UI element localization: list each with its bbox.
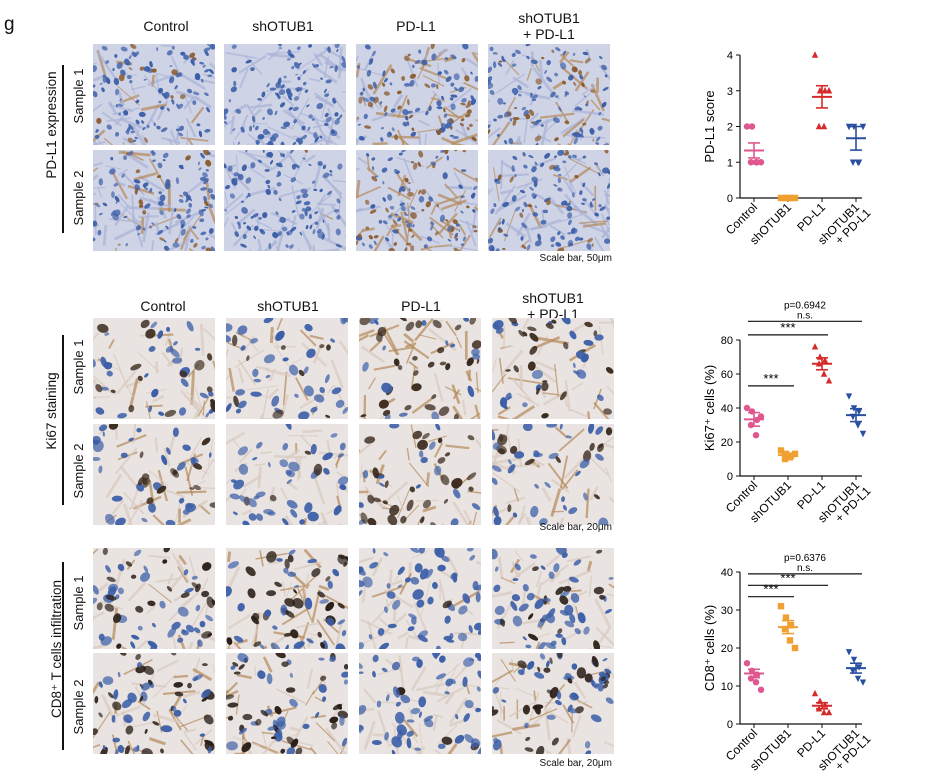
data-point — [820, 122, 828, 130]
data-point — [748, 123, 756, 130]
column-label-combo: shOTUB1 + PD-L1 — [518, 10, 580, 42]
micrograph — [359, 653, 481, 754]
data-point — [815, 122, 823, 130]
data-point — [752, 159, 760, 166]
data-point — [849, 159, 857, 166]
data-point — [821, 87, 829, 94]
micrograph — [93, 653, 215, 754]
micrograph — [356, 150, 478, 251]
micrograph — [93, 318, 215, 419]
column-label-shotub1: shOTUB1 — [252, 18, 314, 34]
column-label-control: Control — [143, 18, 189, 34]
micrograph — [226, 318, 348, 419]
micrograph — [226, 653, 348, 754]
micrograph — [492, 424, 614, 525]
column-label-pdl1: PD-L1 — [401, 298, 441, 314]
y-tick-label: 3 — [727, 86, 733, 98]
micrograph — [359, 548, 481, 649]
scale-bar-label: Scale bar, 20μm — [539, 522, 612, 533]
micrograph — [359, 424, 481, 525]
data-point — [825, 87, 833, 94]
micrograph — [226, 424, 348, 525]
y-tick-label: 2 — [727, 122, 733, 134]
micrograph — [492, 548, 614, 649]
column-label-shotub1: shOTUB1 — [257, 298, 319, 314]
y-tick-label: 0 — [727, 193, 733, 205]
y-tick-label: 4 — [727, 50, 733, 62]
scale-bar-label: Scale bar, 20μm — [539, 758, 612, 769]
micrograph — [492, 653, 614, 754]
side-bar — [62, 65, 64, 233]
micrograph — [488, 44, 610, 145]
micrograph — [226, 548, 348, 649]
data-point — [854, 159, 862, 166]
micrograph — [93, 150, 215, 251]
scale-bar-label: Scale bar, 50μm — [539, 253, 612, 264]
column-label-control: Control — [140, 298, 186, 314]
micrograph — [93, 548, 215, 649]
data-point — [747, 159, 755, 166]
y-axis-label: PD-L1 score — [702, 90, 717, 162]
y-tick-label: 1 — [727, 157, 733, 169]
data-point — [845, 123, 853, 131]
micrograph — [488, 150, 610, 251]
micrograph — [356, 44, 478, 145]
micrograph — [492, 318, 614, 419]
column-label-pdl1: PD-L1 — [396, 18, 436, 34]
data-point — [757, 159, 765, 166]
micrograph — [224, 150, 346, 251]
data-point — [743, 123, 751, 130]
micrograph — [93, 424, 215, 525]
data-point — [859, 123, 867, 131]
panel-letter: g — [4, 14, 15, 35]
micrograph — [224, 44, 346, 145]
side-bar — [62, 562, 64, 750]
micrograph — [93, 44, 215, 145]
data-point — [811, 51, 819, 58]
side-bar — [62, 335, 64, 505]
micrograph — [359, 318, 481, 419]
